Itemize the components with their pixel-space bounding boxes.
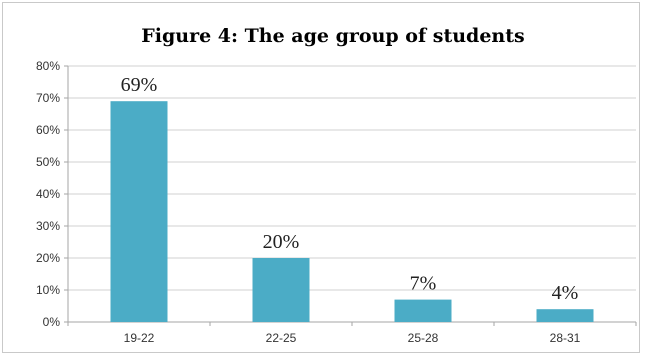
x-tick-label: 22-25 [266,331,297,345]
chart-frame [2,2,640,353]
x-tick-label: 28-31 [550,331,581,345]
data-label: 4% [552,282,579,304]
data-label: 69% [121,74,158,96]
y-tick-label: 10% [36,283,60,297]
data-label: 7% [410,273,437,295]
y-axis: 0% 10% 20% 30% 40% 50% 60% 70% 80% [36,59,69,329]
y-tick-label: 0% [43,315,61,329]
data-label: 20% [263,231,300,253]
x-tick-label: 25-28 [408,331,439,345]
data-labels: 69% 20% 7% 4% [121,74,579,304]
bar-28-31 [536,309,594,322]
chart-title: Figure 4: The age group of students [141,25,524,47]
x-axis: 19-22 22-25 25-28 28-31 [67,322,637,345]
y-tick-label: 40% [36,187,60,201]
y-tick-label: 80% [36,59,60,73]
bar-25-28 [394,299,452,322]
y-tick-label: 70% [36,91,60,105]
bar-22-25 [252,258,310,322]
y-tick-label: 60% [36,123,60,137]
y-tick-label: 50% [36,155,60,169]
bar-19-22 [110,101,168,322]
bars [110,101,594,322]
y-tick-label: 20% [36,251,60,265]
x-tick-label: 19-22 [124,331,155,345]
y-tick-label: 30% [36,219,60,233]
